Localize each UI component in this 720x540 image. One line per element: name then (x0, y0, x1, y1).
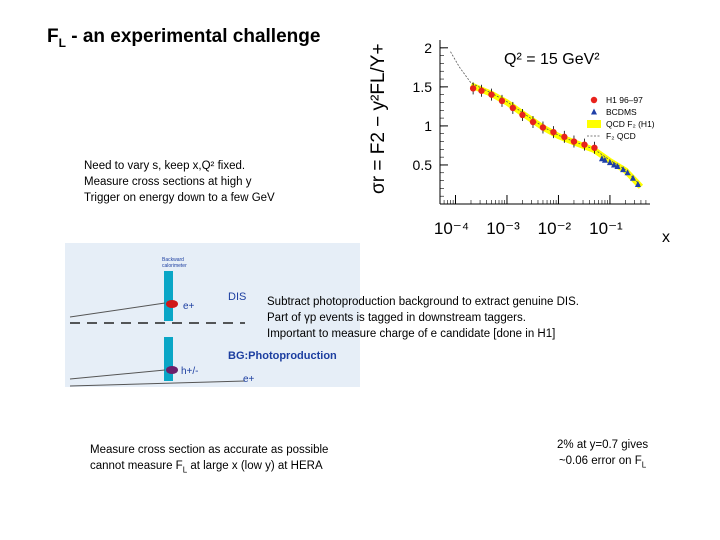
bcdms-point (620, 166, 627, 173)
calorimeter-lower (164, 337, 173, 381)
y-tick-label: 0.5 (413, 157, 433, 173)
bg-hadron-track (69, 369, 166, 380)
x-tick-label: 10⁻⁴ (434, 219, 469, 238)
h1-point (561, 133, 568, 141)
note-accuracy: Measure cross section as accurate as pos… (90, 442, 328, 478)
dis-electron-cluster (166, 300, 178, 308)
fl-chart: 0.5 1 1.5 2 10⁻⁴ 10⁻³ 10⁻² 10⁻¹ σr = F2 − y²FL/Y… (368, 40, 670, 246)
y-axis-label: σr = F2 − y²FL/Y+ (368, 43, 389, 194)
bg-hadron-cluster (166, 366, 178, 374)
note-error-line-2: ~0.06 error on FL (558, 455, 647, 470)
x-tick-label: 10⁻¹ (589, 219, 623, 238)
bcdms-point (598, 155, 605, 162)
note-accuracy-line-2: cannot measure FL at large x (low y) at … (90, 460, 323, 475)
legend-marker-band (587, 120, 601, 128)
h1-point (498, 97, 506, 105)
note-error-estimate: 2% at y=0.7 gives ~0.06 error on FL (557, 437, 648, 473)
dis-electron-track (69, 302, 166, 318)
legend-label: H1 96–97 (606, 95, 643, 105)
bcdms-point (611, 161, 618, 168)
y-tick-label: 1.5 (413, 79, 433, 95)
legend-marker-h1 (590, 96, 598, 104)
bg-particle-electron: e+ (243, 374, 255, 385)
note-subtract-line: Subtract photoproduction background to e… (267, 296, 579, 308)
note-subtract-line: Important to measure charge of e candida… (267, 328, 556, 340)
bcdms-point (614, 163, 621, 170)
h1-point (570, 138, 578, 145)
tagger-figure: Backward calorimeter e+ DIS BG:Photoprod… (65, 243, 360, 387)
slide-title: FL - an experimental challenge (47, 26, 321, 50)
note-error-line-1: 2% at y=0.7 gives (557, 439, 649, 451)
note-vary-s: Need to vary s, keep x,Q² fixed. Measure… (84, 158, 275, 206)
detector-label-2: calorimeter (162, 263, 187, 269)
detector-label-1: Backward (162, 257, 184, 263)
h1-point (509, 104, 517, 112)
y-tick-label: 1 (424, 118, 432, 134)
bg-label: BG:Photoproduction (228, 350, 337, 362)
note-subtract-photoproduction: Subtract photoproduction background to e… (267, 294, 579, 342)
h1-point (550, 128, 557, 136)
bg-particle-hadron: h+/- (181, 366, 199, 377)
dis-particle-label: e+ (183, 301, 195, 312)
x-axis-label: x (662, 229, 670, 246)
bcdms-point (629, 174, 636, 181)
calorimeter-upper (164, 271, 173, 321)
x-tick-label: 10⁻² (538, 219, 572, 238)
h1-point (539, 124, 547, 131)
note-subtract-line: Part of γp events is tagged in downstrea… (267, 312, 526, 324)
bcdms-point (606, 159, 613, 166)
h1-point (469, 85, 477, 92)
h1-point (529, 118, 537, 126)
h1-point (581, 141, 588, 148)
bg-electron-track (69, 380, 246, 387)
bcdms-point (624, 169, 631, 176)
dis-label: DIS (228, 291, 246, 303)
note-vary-line: Measure cross sections at high y (84, 176, 252, 188)
legend-marker-bcdms (591, 108, 597, 115)
y-tick-label: 2 (424, 40, 432, 56)
x-tick-label: 10⁻³ (486, 219, 520, 238)
note-accuracy-line-1: Measure cross section as accurate as pos… (90, 444, 329, 456)
note-vary-line: Need to vary s, keep x,Q² fixed. (84, 160, 246, 172)
h1-point (519, 111, 526, 119)
bcdms-point (634, 180, 641, 187)
note-vary-line: Trigger on energy down to a few GeV (84, 192, 275, 204)
legend-label: QCD F₂ (H1) (606, 119, 655, 129)
h1-point (478, 87, 485, 94)
plot-area: 0.5 1 1.5 2 10⁻⁴ 10⁻³ 10⁻² 10⁻¹ σr = F2 − y²FL/Y… (368, 40, 670, 246)
h1-point (591, 144, 598, 151)
legend-label: F₂ QCD (606, 131, 636, 141)
h1-point (488, 91, 495, 98)
bcdms-point (601, 156, 608, 163)
chart-title: Q² = 15 GeV² (504, 51, 600, 68)
legend-label: BCDMS (606, 107, 637, 117)
